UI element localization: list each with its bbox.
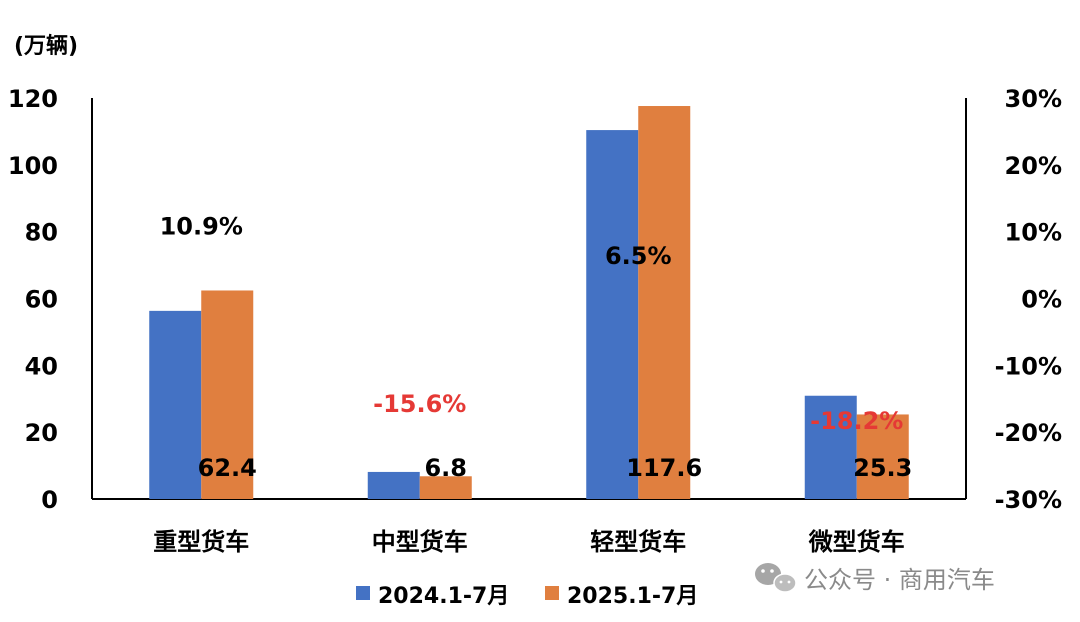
- y2-tick-label: -30%: [995, 486, 1062, 514]
- y-tick-label: 20: [25, 419, 58, 447]
- growth-label: -15.6%: [373, 390, 466, 418]
- y-axis-left: 0 20 40 60 80 100 120: [8, 85, 58, 514]
- y2-tick-label: 20%: [1005, 152, 1062, 180]
- value-label: 62.4: [198, 454, 257, 482]
- legend-label-2024: 2024.1-7月: [378, 584, 509, 609]
- data-labels: 62.4 10.9% 6.8 -15.6% 117.6 6.5% 25.3 -18.2%: [160, 213, 913, 482]
- legend-swatch-2025: [545, 586, 559, 600]
- y2-tick-label: -20%: [995, 419, 1062, 447]
- y-tick-label: 40: [25, 352, 58, 380]
- growth-label: -18.2%: [810, 407, 903, 435]
- legend: 2024.1-7月 2025.1-7月: [356, 584, 698, 609]
- legend-swatch-2024: [356, 586, 370, 600]
- y-axis-right: -30% -20% -10% 0% 10% 20% 30%: [995, 85, 1062, 514]
- y2-tick-label: -10%: [995, 352, 1062, 380]
- category-label: 轻型货车: [590, 528, 686, 556]
- category-label: 微型货车: [808, 528, 905, 556]
- bar-2024-2: [586, 130, 639, 499]
- category-label: 中型货车: [372, 528, 468, 556]
- wechat-icon: [755, 563, 797, 593]
- bar-2025-3: [856, 414, 909, 499]
- bar-2025-2: [638, 106, 691, 500]
- bar-2024-0: [149, 310, 202, 499]
- category-label: 重型货车: [153, 528, 249, 556]
- bar-2025-0: [201, 290, 254, 499]
- category-labels: 重型货车 中型货车 轻型货车 微型货车: [153, 528, 905, 556]
- y-tick-label: 120: [8, 85, 58, 113]
- bar-2025-1: [419, 476, 472, 499]
- bars: [149, 106, 909, 500]
- growth-label: 10.9%: [160, 213, 243, 241]
- value-label: 117.6: [626, 454, 702, 482]
- watermark: 公众号 · 商用汽车: [755, 563, 995, 594]
- y2-tick-label: 30%: [1005, 85, 1062, 113]
- bar-2024-1: [367, 471, 420, 499]
- y-tick-label: 80: [25, 219, 58, 247]
- y2-tick-label: 10%: [1005, 219, 1062, 247]
- value-label: 6.8: [424, 454, 467, 482]
- y-tick-label: 0: [41, 486, 58, 514]
- legend-label-2025: 2025.1-7月: [567, 584, 698, 609]
- bar-2024-3: [804, 395, 857, 499]
- y-tick-label: 100: [8, 152, 58, 180]
- value-label: 25.3: [853, 454, 912, 482]
- y-tick-label: 60: [25, 286, 58, 314]
- y2-tick-label: 0%: [1021, 286, 1062, 314]
- growth-label: 6.5%: [605, 242, 672, 270]
- unit-label: (万辆): [14, 33, 78, 59]
- watermark-text: 公众号 · 商用汽车: [804, 566, 995, 594]
